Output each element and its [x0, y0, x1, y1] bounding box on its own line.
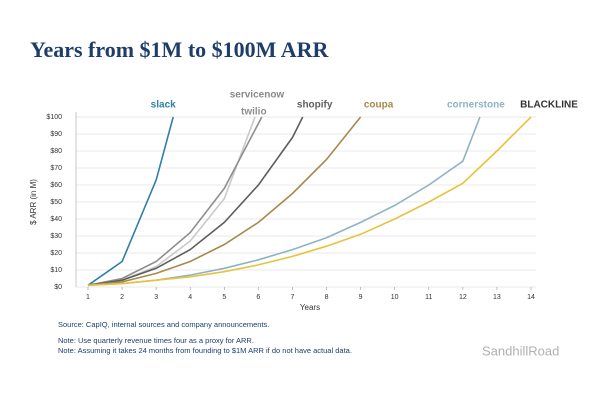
source-note: Source: CapIQ, internal sources and comp…	[58, 320, 269, 329]
legend-label: slack	[151, 100, 176, 111]
y-tick-label: $60	[50, 182, 62, 189]
x-tick-label: 10	[391, 294, 399, 301]
y-tick-label: $70	[50, 165, 62, 172]
x-tick-label: 5	[222, 294, 226, 301]
y-axis-title: $ ARR (in M)	[29, 179, 38, 225]
y-tick-label: $90	[50, 131, 62, 138]
series-line	[87, 116, 304, 287]
x-tick-label: 7	[291, 294, 295, 301]
series-line	[87, 116, 362, 287]
y-tick-label: $40	[50, 216, 62, 223]
legend-label: twilio	[241, 107, 267, 118]
y-tick-label: $0	[54, 284, 62, 291]
x-tick-label: 4	[188, 294, 192, 301]
x-tick-label: 14	[527, 294, 535, 301]
x-tick-label: 1	[86, 294, 90, 301]
series-line	[87, 116, 263, 287]
x-tick-label: 8	[325, 294, 329, 301]
y-tick-label: $10	[50, 267, 62, 274]
y-tick-label: $50	[50, 199, 62, 206]
watermark: SandhillRoad	[482, 343, 559, 358]
y-tick-label: $100	[46, 114, 62, 121]
y-tick-label: $30	[50, 233, 62, 240]
x-axis-title: Years	[300, 303, 320, 312]
x-tick-label: 11	[425, 294, 432, 301]
y-tick-label: $80	[50, 148, 62, 155]
legend-label: coupa	[364, 100, 394, 111]
x-tick-label: 6	[256, 294, 260, 301]
series-line	[87, 116, 174, 286]
legend-label: cornerstone	[447, 100, 505, 111]
note: Note: Assuming it takes 24 months from f…	[58, 346, 352, 355]
series-line	[87, 116, 532, 287]
legend-label: shopify	[297, 100, 333, 111]
note: Note: Use quarterly revenue times four a…	[58, 336, 254, 345]
x-tick-label: 12	[459, 294, 467, 301]
x-tick-label: 3	[154, 294, 158, 301]
chart-title: Years from $1M to $100M ARR	[30, 37, 329, 62]
x-tick-label: 2	[120, 294, 124, 301]
legend-label: servicenow	[230, 90, 285, 101]
legend-label: BLACKLINE	[520, 100, 578, 111]
y-tick-label: $20	[50, 250, 62, 257]
x-tick-label: 13	[493, 294, 501, 301]
x-tick-label: 9	[359, 294, 363, 301]
